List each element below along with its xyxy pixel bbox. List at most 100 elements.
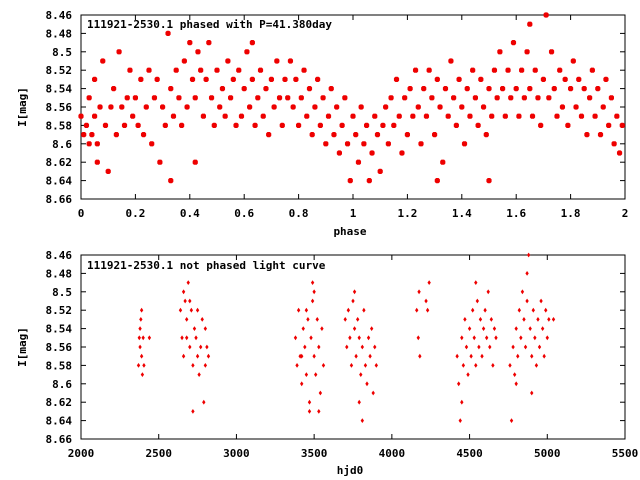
data-point <box>524 49 530 55</box>
data-point <box>448 58 454 64</box>
data-point <box>206 39 212 46</box>
data-point <box>355 159 362 165</box>
data-point <box>453 122 460 129</box>
data-point <box>416 335 420 341</box>
x-tick-label: 2 <box>622 207 629 220</box>
data-point <box>124 95 130 101</box>
plot-unphased-points <box>136 252 556 423</box>
data-point <box>211 122 217 129</box>
data-point <box>545 335 549 341</box>
data-point <box>529 113 536 119</box>
data-point <box>345 344 349 350</box>
data-point <box>360 418 365 423</box>
data-point <box>352 326 357 331</box>
data-point <box>514 326 518 331</box>
data-point <box>502 113 508 119</box>
data-point <box>533 335 537 341</box>
data-point <box>382 104 389 110</box>
data-point <box>466 372 470 377</box>
data-point <box>178 122 185 129</box>
data-point <box>188 344 192 350</box>
data-point <box>255 95 261 101</box>
data-point <box>525 271 529 276</box>
data-point <box>141 335 145 341</box>
data-point <box>527 21 533 27</box>
data-point <box>140 372 145 377</box>
data-point <box>425 307 430 313</box>
x-tick-label: 1.2 <box>397 207 417 220</box>
data-point <box>396 113 402 119</box>
data-point <box>374 363 378 368</box>
data-point <box>274 58 280 64</box>
data-point <box>458 418 462 423</box>
data-point <box>437 104 443 110</box>
data-point <box>249 76 256 83</box>
data-point <box>523 344 528 350</box>
data-point <box>474 280 478 285</box>
data-point <box>97 104 103 110</box>
data-point <box>570 58 576 64</box>
data-point <box>470 67 476 73</box>
data-point <box>328 85 334 92</box>
plot-unphased-ylabel: I[mag] <box>16 327 29 367</box>
y-tick-label: 8.66 <box>46 193 73 206</box>
data-point <box>170 113 177 119</box>
data-point <box>197 372 201 377</box>
data-point <box>480 104 487 110</box>
plot-unphased-title: 111921-2530.1 not phased light curve <box>87 259 326 272</box>
data-point <box>91 113 98 119</box>
data-point <box>203 76 209 83</box>
data-point <box>185 335 189 341</box>
data-point <box>140 131 147 138</box>
data-point <box>540 76 547 83</box>
data-point <box>407 85 413 92</box>
data-point <box>110 85 117 92</box>
data-point <box>290 104 296 110</box>
data-point <box>249 39 256 46</box>
data-point <box>486 289 490 295</box>
data-point <box>399 150 405 156</box>
data-point <box>157 159 163 165</box>
data-point <box>531 307 535 313</box>
data-point <box>219 85 226 92</box>
data-point <box>138 326 142 331</box>
data-point <box>517 307 521 313</box>
data-point <box>532 67 538 73</box>
data-point <box>521 95 528 101</box>
data-point <box>469 353 473 359</box>
data-point <box>461 363 466 368</box>
data-point <box>189 76 196 83</box>
y-tick-label: 8.62 <box>46 396 73 409</box>
y-tick-label: 8.64 <box>46 415 73 428</box>
data-point <box>149 141 155 147</box>
data-point <box>222 113 228 119</box>
data-point <box>336 150 343 156</box>
x-tick-label: 1 <box>350 207 357 220</box>
data-point <box>227 95 234 101</box>
data-point <box>203 326 208 331</box>
y-tick-label: 8.48 <box>46 267 73 280</box>
data-point <box>417 289 421 295</box>
data-point <box>431 131 438 138</box>
plot-phased-ylabel: I[mag] <box>16 87 29 127</box>
data-point <box>130 113 136 119</box>
data-point <box>108 104 114 110</box>
y-tick-label: 8.54 <box>46 323 73 336</box>
data-point <box>348 335 352 341</box>
data-point <box>188 298 192 304</box>
data-point <box>320 326 324 331</box>
data-point <box>285 95 291 101</box>
data-point <box>369 326 374 331</box>
data-point <box>488 344 492 350</box>
data-point <box>518 67 525 73</box>
data-point <box>78 113 84 119</box>
data-point <box>508 363 512 368</box>
data-point <box>137 335 141 341</box>
data-point <box>168 85 174 92</box>
data-point <box>385 141 392 147</box>
data-point <box>271 104 277 110</box>
data-point <box>562 76 568 83</box>
data-point <box>489 113 495 119</box>
data-point <box>154 76 160 83</box>
data-point <box>369 150 375 156</box>
